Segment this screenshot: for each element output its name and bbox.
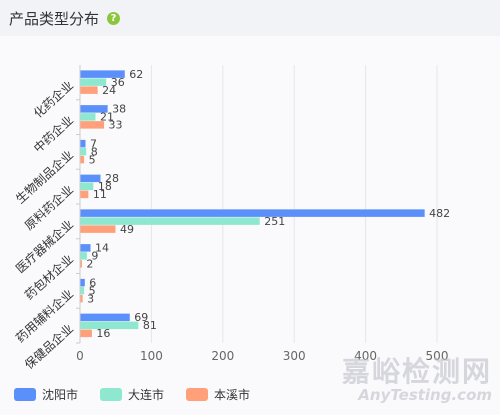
x-tick-label: 400 (354, 349, 377, 363)
bar (80, 105, 108, 113)
bar (80, 321, 139, 330)
legend-label: 大连市 (128, 388, 165, 402)
bar (80, 182, 94, 191)
bar (80, 70, 125, 78)
bar (80, 139, 86, 148)
chart-header: 产品类型分布 ? (0, 0, 500, 36)
bar (80, 329, 92, 338)
bar (80, 155, 85, 164)
data-label: 38 (112, 103, 126, 116)
data-label: 3 (87, 292, 94, 305)
data-label: 482 (429, 207, 450, 220)
bar (80, 260, 82, 268)
chart-legend: 沈阳市 大连市 本溪市 (14, 386, 272, 403)
help-icon[interactable]: ? (107, 11, 121, 25)
bar (80, 294, 83, 303)
data-label: 251 (264, 215, 285, 228)
legend-item[interactable]: 大连市 (100, 386, 164, 403)
chart-title: 产品类型分布 (9, 9, 100, 28)
bar (80, 174, 101, 183)
bar (80, 190, 89, 199)
data-label: 2 (86, 258, 93, 271)
data-label: 6 (89, 276, 96, 289)
bar (80, 313, 130, 322)
bar (80, 209, 425, 217)
bar (80, 244, 91, 252)
bar (80, 252, 87, 260)
x-tick-label: 100 (140, 349, 163, 363)
data-label: 16 (96, 327, 110, 340)
data-label: 62 (129, 68, 143, 81)
legend-item[interactable]: 本溪市 (186, 386, 250, 403)
data-label: 18 (98, 180, 112, 193)
data-label: 14 (95, 242, 109, 255)
data-label: 5 (89, 284, 96, 297)
data-label: 33 (109, 119, 123, 132)
bar (80, 147, 87, 156)
x-tick-label: 0 (76, 349, 84, 363)
bar (80, 113, 96, 121)
category-label: 中药企业 (30, 112, 76, 155)
data-label: 28 (105, 172, 119, 185)
x-tick-label: 200 (211, 349, 234, 363)
bar (80, 78, 107, 86)
legend-label: 沈阳市 (42, 388, 79, 402)
data-label: 11 (93, 188, 107, 201)
data-label: 9 (91, 250, 98, 263)
data-label: 69 (134, 311, 148, 324)
legend-swatch (100, 388, 123, 401)
data-label: 24 (102, 84, 116, 97)
category-label: 化药企业 (30, 77, 76, 120)
legend-item[interactable]: 沈阳市 (14, 386, 78, 403)
bar (80, 225, 116, 233)
data-label: 36 (111, 76, 125, 89)
data-label: 5 (89, 153, 96, 166)
data-label: 8 (91, 145, 98, 158)
bar (80, 286, 85, 295)
bar (80, 278, 85, 287)
legend-label: 本溪市 (214, 388, 251, 402)
bar (80, 217, 260, 225)
data-label: 81 (143, 319, 157, 332)
data-label: 7 (90, 137, 97, 150)
data-label: 21 (100, 111, 114, 124)
x-tick-label: 300 (283, 349, 306, 363)
data-label: 49 (120, 223, 134, 236)
x-tick-label: 500 (426, 349, 449, 363)
bar (80, 121, 105, 129)
legend-swatch (14, 388, 36, 401)
bar (80, 86, 98, 94)
legend-swatch (186, 388, 209, 401)
